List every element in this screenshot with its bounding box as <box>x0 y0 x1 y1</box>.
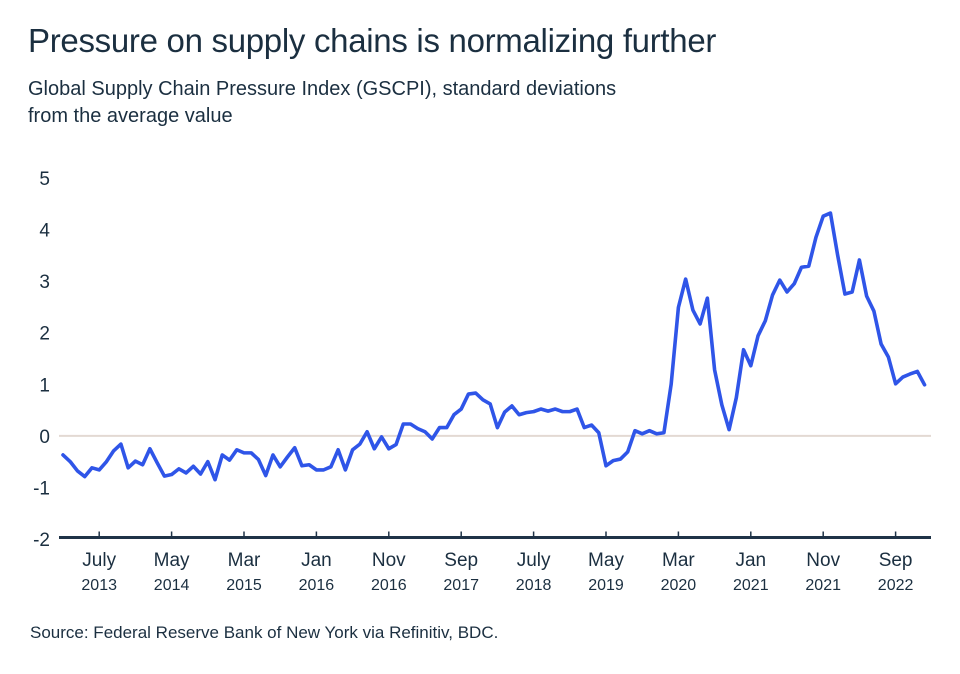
x-tick-year: 2013 <box>81 577 117 594</box>
series-layer <box>61 211 927 482</box>
y-tick-label: 0 <box>39 427 50 448</box>
chart-title: Pressure on supply chains is normalizing… <box>28 22 717 59</box>
x-tick-year: 2018 <box>516 577 552 594</box>
y-tick-label: 4 <box>39 221 50 242</box>
x-tick-year: 2016 <box>371 577 407 594</box>
x-tick-year: 2020 <box>661 577 697 594</box>
chart-subtitle: Global Supply Chain Pressure Index (GSCP… <box>28 76 748 130</box>
x-tick-month: Mar <box>662 550 695 571</box>
x-tick-year: 2017 <box>443 577 479 594</box>
x-tick-month: July <box>517 550 551 571</box>
x-tick-month: Nov <box>806 550 840 571</box>
y-tick-label: 5 <box>39 169 50 190</box>
x-tick-year: 2014 <box>154 577 190 594</box>
y-tick-label: -2 <box>33 530 50 551</box>
x-tick-month: Nov <box>372 550 406 571</box>
x-tick-month: Mar <box>228 550 261 571</box>
x-tick-month: Jan <box>735 550 766 571</box>
y-tick-label: 1 <box>39 375 50 396</box>
chart-subtitle-line-2: from the average value <box>28 105 233 127</box>
x-tick-year: 2022 <box>878 577 914 594</box>
series-points <box>63 213 925 480</box>
x-tick-month: May <box>588 550 624 571</box>
series-line-gscpi <box>61 211 927 482</box>
x-tick-month: Sep <box>879 550 913 571</box>
x-tick-year: 2019 <box>588 577 624 594</box>
x-tick-month: July <box>82 550 116 571</box>
y-tick-label: -1 <box>33 478 50 499</box>
x-axis-ticks: July 2013 May 2014 Mar 2015 Jan 2016 Nov 2016 Sep 2… <box>81 531 914 594</box>
chart-subtitle-line-1: Global Supply Chain Pressure Index (GSCP… <box>28 78 617 100</box>
x-tick-month: Sep <box>444 550 478 571</box>
x-tick-year: 2021 <box>805 577 841 594</box>
y-tick-label: 3 <box>39 272 50 293</box>
y-axis-ticks: 5 4 3 2 1 0 -1 -2 <box>33 169 50 551</box>
x-tick-month: May <box>154 550 190 571</box>
x-tick-month: Jan <box>301 550 332 571</box>
x-tick-year: 2021 <box>733 577 769 594</box>
source-note: Source: Federal Reserve Bank of New York… <box>30 623 499 642</box>
x-tick-year: 2016 <box>299 577 335 594</box>
y-tick-label: 2 <box>39 324 50 345</box>
x-tick-year: 2015 <box>226 577 262 594</box>
